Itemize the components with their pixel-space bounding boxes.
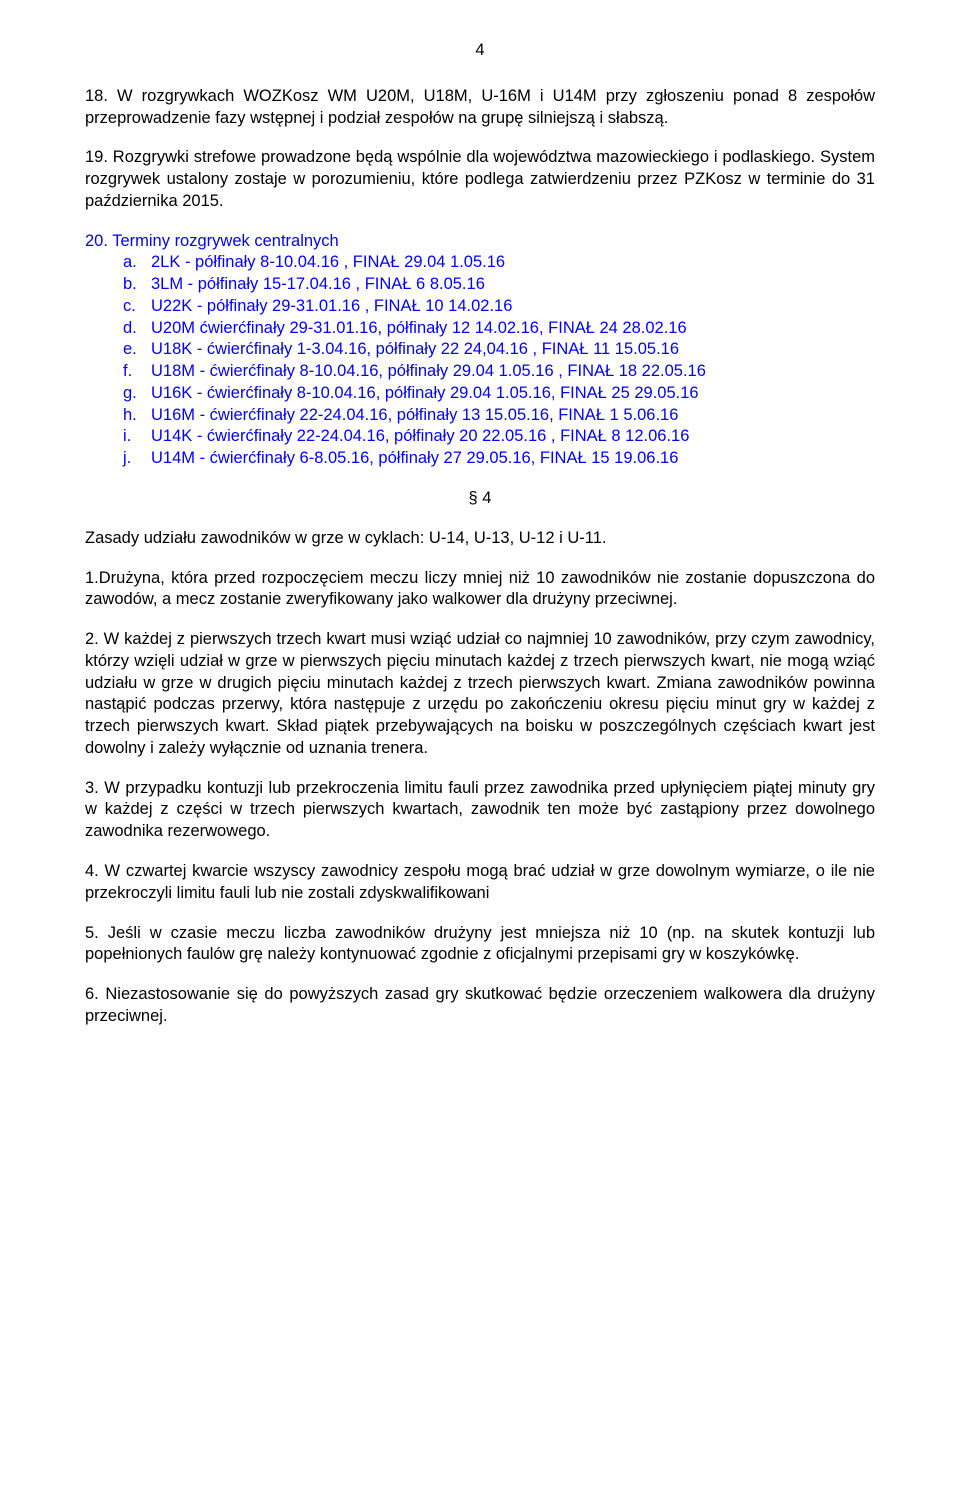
list-item-b: b. 3LM - półfinały 15-17.04.16 , FINAŁ 6… [123, 274, 875, 296]
section-4-p4: 4. W czwartej kwarcie wszyscy zawodnicy … [85, 861, 875, 905]
list-bullet: d. [123, 318, 137, 340]
paragraph-20-heading: 20. Terminy rozgrywek centralnych [85, 231, 875, 253]
list-bullet: c. [123, 296, 136, 318]
section-4-p1: 1.Drużyna, która przed rozpoczęciem mecz… [85, 568, 875, 612]
list-bullet: g. [123, 383, 137, 405]
list-text: U20M ćwierćfinały 29-31.01.16, półfinały… [151, 319, 687, 337]
list-text: U14K - ćwierćfinały 22-24.04.16, półfina… [151, 427, 689, 445]
list-bullet: b. [123, 274, 137, 296]
list-item-a: a. 2LK - półfinały 8-10.04.16 , FINAŁ 29… [123, 252, 875, 274]
list-item-c: c. U22K - półfinały 29-31.01.16 , FINAŁ … [123, 296, 875, 318]
section-4-p5: 5. Jeśli w czasie meczu liczba zawodnikó… [85, 923, 875, 967]
list-bullet: i. [123, 426, 131, 448]
list-text: 2LK - półfinały 8-10.04.16 , FINAŁ 29.04… [151, 253, 505, 271]
list-text: 3LM - półfinały 15-17.04.16 , FINAŁ 6 8.… [151, 275, 485, 293]
list-bullet: j. [123, 448, 131, 470]
paragraph-19: 19. Rozgrywki strefowe prowadzone będą w… [85, 147, 875, 212]
list-bullet: h. [123, 405, 137, 427]
list-text: U18M - ćwierćfinały 8-10.04.16, półfinał… [151, 362, 706, 380]
page-number: 4 [85, 40, 875, 62]
list-item-g: g. U16K - ćwierćfinały 8-10.04.16, półfi… [123, 383, 875, 405]
list-text: U16M - ćwierćfinały 22-24.04.16, półfina… [151, 406, 678, 424]
list-bullet: f. [123, 361, 132, 383]
list-item-i: i. U14K - ćwierćfinały 22-24.04.16, półf… [123, 426, 875, 448]
list-item-e: e. U18K - ćwierćfinały 1-3.04.16, półfin… [123, 339, 875, 361]
list-item-j: j. U14M - ćwierćfinały 6-8.05.16, półfin… [123, 448, 875, 470]
schedule-list: a. 2LK - półfinały 8-10.04.16 , FINAŁ 29… [85, 252, 875, 470]
list-text: U14M - ćwierćfinały 6-8.05.16, półfinały… [151, 449, 678, 467]
list-text: U18K - ćwierćfinały 1-3.04.16, półfinały… [151, 340, 679, 358]
section-4-p6: 6. Niezastosowanie się do powyższych zas… [85, 984, 875, 1028]
section-4-intro: Zasady udziału zawodników w grze w cykla… [85, 528, 875, 550]
section-4-heading: § 4 [85, 488, 875, 510]
section-4-p3: 3. W przypadku kontuzji lub przekroczeni… [85, 778, 875, 843]
list-bullet: e. [123, 339, 137, 361]
list-text: U16K - ćwierćfinały 8-10.04.16, półfinał… [151, 384, 699, 402]
list-item-f: f. U18M - ćwierćfinały 8-10.04.16, półfi… [123, 361, 875, 383]
list-item-d: d. U20M ćwierćfinały 29-31.01.16, półfin… [123, 318, 875, 340]
paragraph-18: 18. W rozgrywkach WOZKosz WM U20M, U18M,… [85, 86, 875, 130]
section-4-p2: 2. W każdej z pierwszych trzech kwart mu… [85, 629, 875, 760]
list-text: U22K - półfinały 29-31.01.16 , FINAŁ 10 … [151, 297, 512, 315]
list-bullet: a. [123, 252, 137, 274]
list-item-h: h. U16M - ćwierćfinały 22-24.04.16, półf… [123, 405, 875, 427]
